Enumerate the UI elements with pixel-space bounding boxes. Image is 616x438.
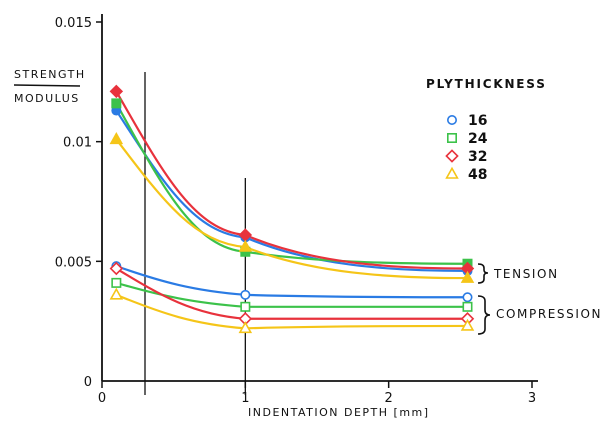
y-axis-label-divider [13,84,81,87]
y-axis-label-bottom: MODULUS [14,92,80,105]
point-compression-24 [111,277,122,288]
point-compression-32 [109,261,124,276]
point-tension-48 [460,270,475,283]
y-tick-label: 0.005 [55,255,92,270]
point-compression-16 [462,292,473,303]
tension-label: TENSION [493,267,559,281]
ticks: 0 1 2 3 0 0.005 0.01 0.015 [55,16,536,406]
legend-marker-24 [446,133,457,144]
line-compression-48 [115,293,469,330]
legend: PLYTHICKNESS 16 24 32 48 [426,77,547,183]
point-compression-48 [238,321,253,334]
x-tick-label: 2 [385,391,393,406]
legend-label-16: 16 [468,113,487,129]
legend-marker-48 [445,166,459,179]
legend-label-48: 48 [468,167,487,183]
point-compression-48 [460,318,475,331]
tension-annotation: TENSION [477,263,559,284]
point-compression-24 [240,301,251,312]
line-compression-32 [115,267,469,320]
legend-label-32: 32 [468,149,487,165]
y-axis-label-top: STRENGTH [14,68,86,81]
point-compression-16 [240,289,251,300]
line-compression-24 [115,281,469,308]
point-compression-48 [109,287,124,300]
line-tension-32 [115,90,469,270]
y-tick-label: 0 [84,375,92,390]
series-lines [115,90,469,330]
legend-marker-32 [445,149,459,163]
tension-brace [477,263,489,284]
point-tension-24 [111,98,122,109]
legend-marker-16 [446,115,457,126]
line-tension-16 [115,109,469,273]
compression-brace [477,295,491,335]
legend-label-24: 24 [468,131,488,147]
axes [101,14,538,382]
x-axis-label: INDENTATION DEPTH [mm] [248,406,430,419]
y-tick-label: 0.01 [63,136,92,151]
legend-title: PLYTHICKNESS [426,77,547,91]
series-markers [109,84,475,334]
point-tension-48 [238,239,253,252]
line-tension-24 [115,102,469,265]
y-tick-label: 0.015 [55,16,92,31]
x-tick-label: 1 [241,391,249,406]
point-compression-24 [462,301,473,312]
compression-annotation: COMPRESSION [477,295,602,335]
point-tension-48 [109,132,124,145]
reference-lines [144,72,246,395]
x-tick-label: 0 [98,391,106,406]
legend-entries: 16 24 32 48 [445,113,488,183]
line-compression-16 [115,265,469,299]
point-tension-32 [109,84,124,99]
x-tick-label: 3 [528,391,536,406]
compression-label: COMPRESSION [496,307,602,321]
